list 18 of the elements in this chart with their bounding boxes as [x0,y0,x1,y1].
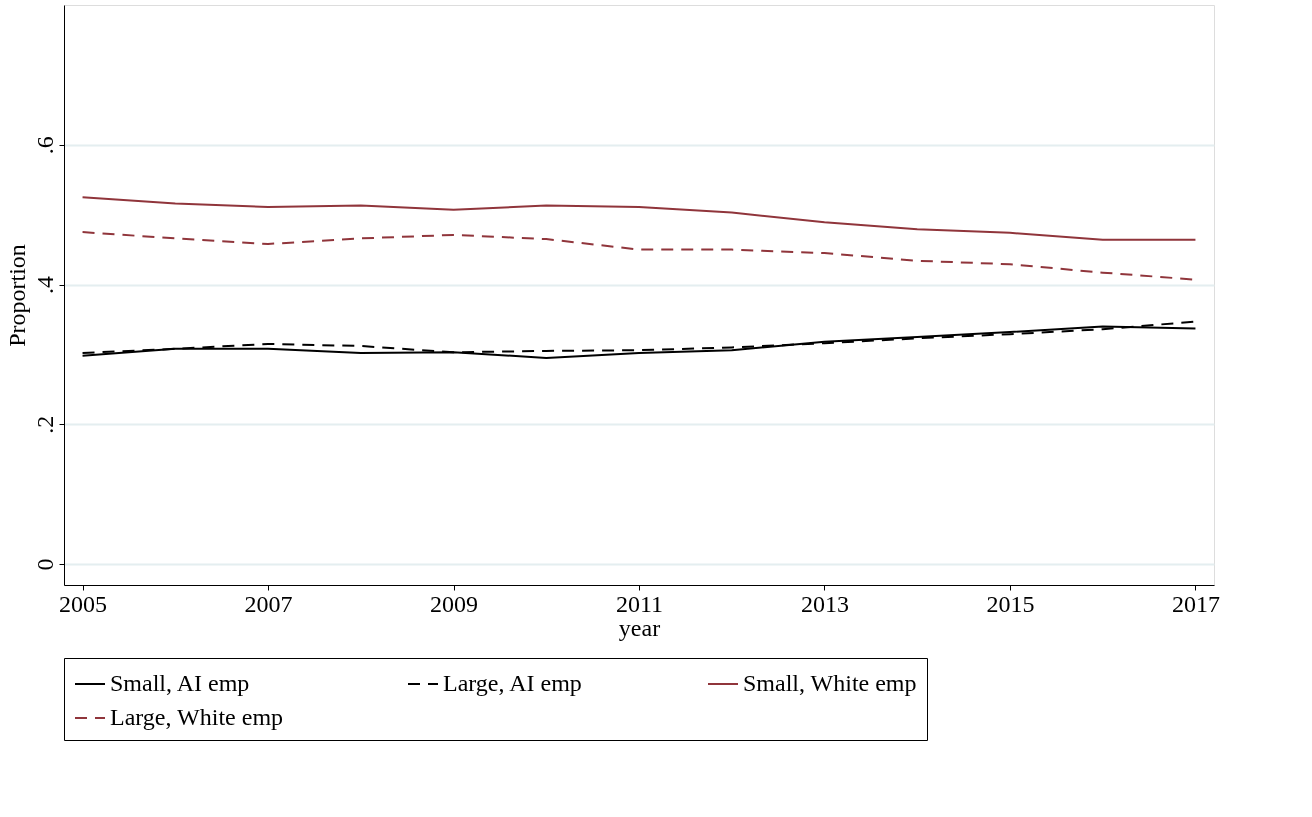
legend-label: Small, White emp [743,670,917,696]
y-tick-label: .6 [31,136,58,155]
x-tick-label: 2011 [615,590,664,617]
y-tick-label: 0 [31,558,58,571]
x-axis-title: year [618,614,661,641]
x-tick-label: 2007 [244,590,293,617]
legend-label: Small, AI emp [110,670,250,696]
x-tick-label: 2005 [59,590,108,617]
legend-label: Large, White emp [110,704,284,730]
y-tick-label: .2 [31,415,58,434]
x-tick-label: 2015 [986,590,1035,617]
x-tick-label: 2017 [1171,590,1220,617]
x-tick-label: 2013 [800,590,849,617]
y-axis-title: Proportion [3,244,30,347]
legend-label: Large, AI emp [443,670,582,696]
y-tick-label: .4 [31,276,58,295]
x-tick-label: 2009 [430,590,479,617]
line-series [81,196,1197,241]
